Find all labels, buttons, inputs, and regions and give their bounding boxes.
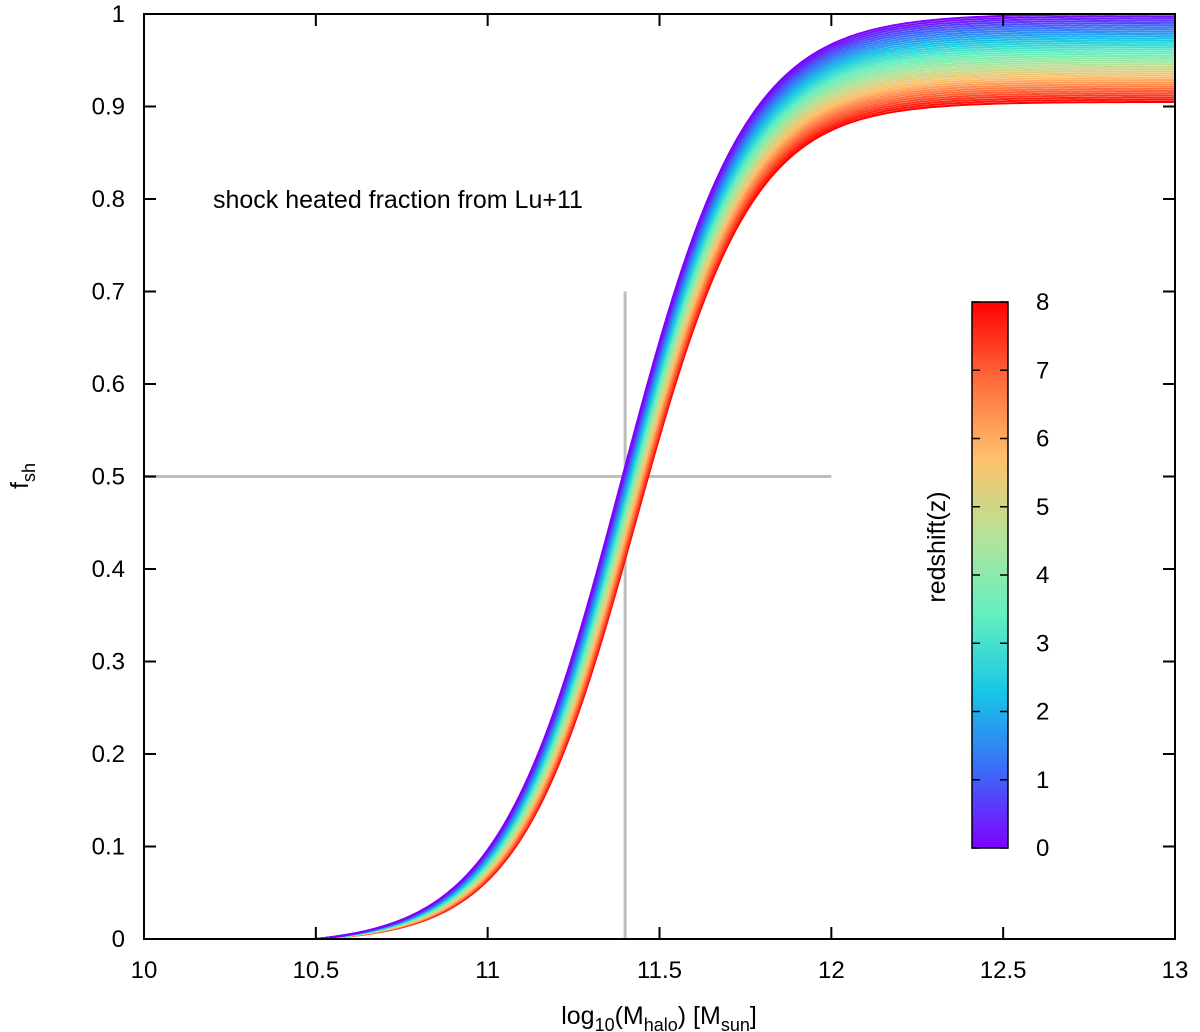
- x-tick-label: 10.5: [292, 957, 339, 984]
- colorbar-ticks: 0 1 2 3 4 5 6 7 8: [972, 289, 1049, 862]
- x-tick-label: 12.5: [980, 957, 1027, 984]
- y-axis-ticks: 0 0.1 0.2 0.3 0.4 0.5 0.6 0.7 0.8 0.9 1: [92, 1, 1175, 953]
- y-tick-label: 0.2: [92, 741, 125, 768]
- y-tick-label: 0.1: [92, 834, 125, 861]
- curve-z-0.0: [315, 14, 1175, 939]
- x-tick-label: 13: [1162, 957, 1189, 984]
- colorbar-tick-label: 0: [1036, 835, 1049, 862]
- annotation-text: shock heated fraction from Lu+11: [213, 186, 583, 214]
- reference-lines: [144, 291, 832, 939]
- x-tick-label: 11: [475, 957, 500, 984]
- colorbar-tick-label: 3: [1036, 630, 1049, 657]
- colorbar-tick-label: 1: [1036, 767, 1049, 794]
- colorbar: 0 1 2 3 4 5 6 7 8 redshift(z): [923, 289, 1049, 862]
- colorbar-tick-label: 4: [1036, 562, 1049, 589]
- y-tick-label: 0.4: [92, 556, 125, 583]
- y-tick-label: 0.5: [92, 464, 125, 491]
- colorbar-tick-label: 5: [1036, 494, 1049, 521]
- y-tick-label: 1: [112, 1, 125, 28]
- colorbar-tick-label: 6: [1036, 426, 1049, 453]
- y-tick-label: 0.9: [92, 94, 125, 121]
- y-tick-label: 0.6: [92, 371, 125, 398]
- y-tick-label: 0.7: [92, 279, 125, 306]
- curve-family: [315, 14, 1175, 939]
- colorbar-tick-label: 7: [1036, 357, 1049, 384]
- y-tick-label: 0.8: [92, 186, 125, 213]
- y-tick-label: 0.3: [92, 649, 125, 676]
- x-axis-ticks: 10 10.5 11 11.5 12 12.5 13: [131, 14, 1189, 984]
- y-tick-label: 0: [112, 926, 125, 953]
- colorbar-tick-label: 2: [1036, 699, 1049, 726]
- x-axis-label: log10(Mhalo) [Msun]: [561, 1002, 757, 1032]
- x-tick-label: 10: [131, 957, 158, 984]
- y-axis-label: fsh: [6, 463, 39, 489]
- x-tick-label: 11.5: [637, 957, 682, 984]
- x-tick-label: 12: [818, 957, 845, 984]
- colorbar-tick-label: 8: [1036, 289, 1049, 316]
- colorbar-label: redshift(z): [923, 491, 951, 602]
